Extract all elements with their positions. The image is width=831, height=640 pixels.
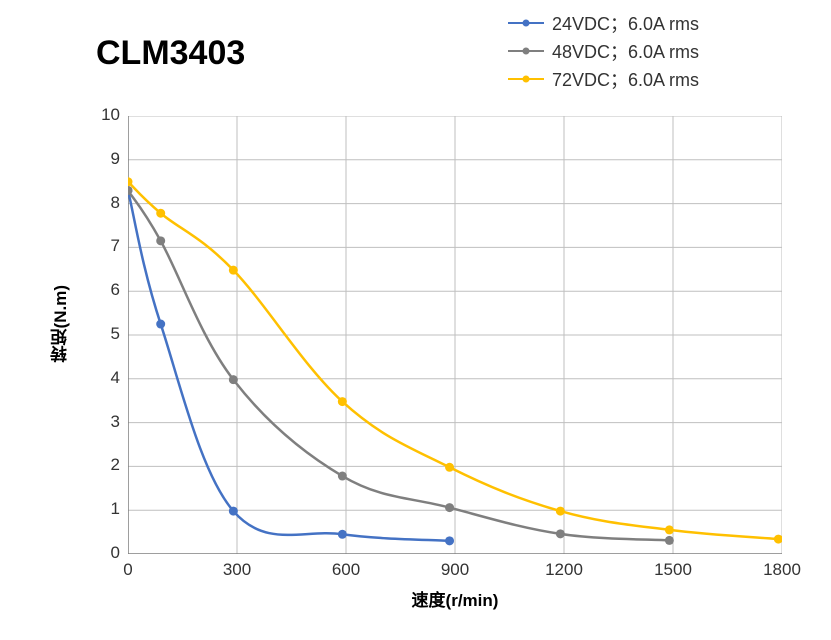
data-marker bbox=[229, 266, 238, 275]
y-tick-label: 4 bbox=[80, 368, 120, 388]
chart-svg bbox=[128, 116, 782, 554]
y-axis-label: 转矩(N.m) bbox=[48, 285, 73, 362]
y-tick-label: 10 bbox=[80, 105, 120, 125]
series-line bbox=[128, 190, 450, 540]
data-marker bbox=[774, 535, 782, 544]
chart-title: CLM3403 bbox=[96, 34, 245, 73]
y-tick-label: 1 bbox=[80, 499, 120, 519]
legend-swatch bbox=[508, 50, 544, 52]
data-marker bbox=[156, 320, 165, 329]
data-marker bbox=[445, 463, 454, 472]
data-marker bbox=[556, 507, 565, 516]
legend-item: 48VDC；6.0A rms bbox=[508, 38, 699, 64]
legend-item: 24VDC；6.0A rms bbox=[508, 10, 699, 36]
data-marker bbox=[229, 375, 238, 384]
y-tick-label: 3 bbox=[80, 412, 120, 432]
legend: 24VDC；6.0A rms48VDC；6.0A rms72VDC；6.0A r… bbox=[508, 10, 699, 92]
x-tick-label: 300 bbox=[212, 560, 262, 580]
y-tick-label: 5 bbox=[80, 324, 120, 344]
x-axis-label: 速度(r/min) bbox=[395, 586, 515, 611]
x-tick-label: 0 bbox=[103, 560, 153, 580]
data-marker bbox=[665, 525, 674, 534]
y-tick-label: 9 bbox=[80, 149, 120, 169]
data-marker bbox=[229, 507, 238, 516]
series-line bbox=[128, 190, 669, 540]
x-tick-label: 900 bbox=[430, 560, 480, 580]
chart-area bbox=[128, 116, 782, 554]
data-marker bbox=[338, 530, 347, 539]
y-tick-label: 6 bbox=[80, 280, 120, 300]
data-marker bbox=[445, 503, 454, 512]
grid bbox=[128, 116, 782, 554]
x-tick-label: 1500 bbox=[648, 560, 698, 580]
series-line bbox=[128, 182, 778, 539]
data-marker bbox=[665, 536, 674, 545]
legend-label: 48VDC；6.0A rms bbox=[552, 38, 699, 64]
data-marker bbox=[338, 472, 347, 481]
x-tick-label: 1200 bbox=[539, 560, 589, 580]
legend-swatch bbox=[508, 22, 544, 24]
data-marker bbox=[556, 529, 565, 538]
legend-label: 72VDC；6.0A rms bbox=[552, 66, 699, 92]
data-marker bbox=[156, 236, 165, 245]
x-tick-label: 600 bbox=[321, 560, 371, 580]
legend-item: 72VDC；6.0A rms bbox=[508, 66, 699, 92]
y-tick-label: 8 bbox=[80, 193, 120, 213]
legend-swatch bbox=[508, 78, 544, 80]
y-tick-label: 7 bbox=[80, 236, 120, 256]
data-marker bbox=[338, 397, 347, 406]
x-tick-label: 1800 bbox=[757, 560, 807, 580]
data-marker bbox=[156, 209, 165, 218]
y-tick-label: 2 bbox=[80, 455, 120, 475]
data-marker bbox=[445, 536, 454, 545]
legend-label: 24VDC；6.0A rms bbox=[552, 10, 699, 36]
